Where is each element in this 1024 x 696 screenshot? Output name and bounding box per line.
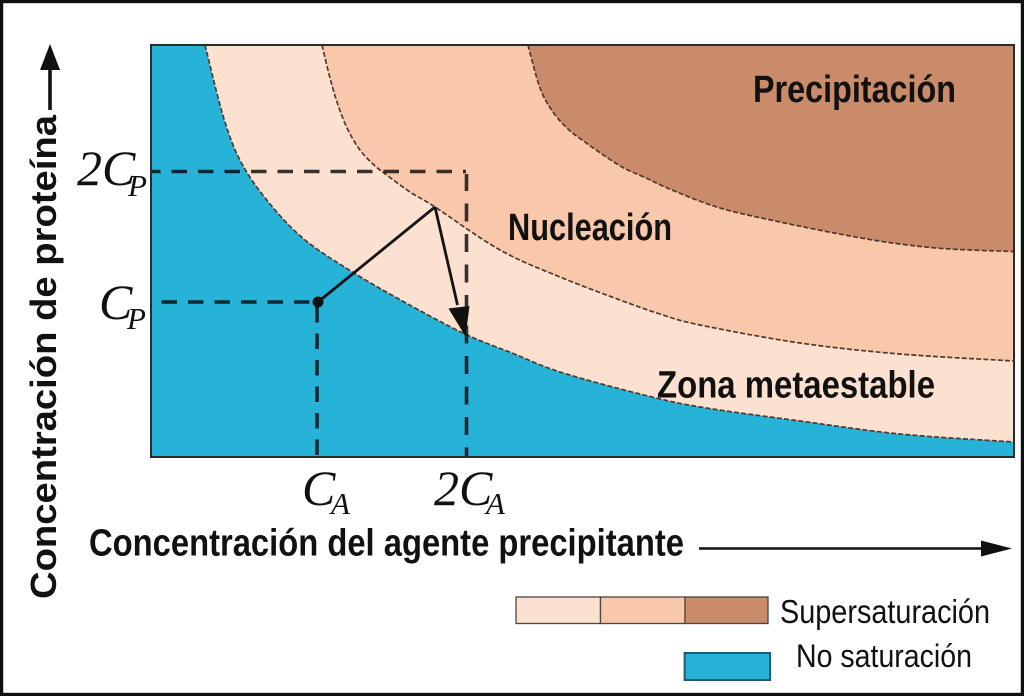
svg-text:Nucleación: Nucleación [508, 207, 672, 249]
svg-text:A: A [329, 486, 351, 521]
svg-text:Precipitación: Precipitación [753, 69, 956, 111]
svg-text:C: C [302, 460, 336, 516]
svg-text:P: P [127, 168, 147, 203]
svg-text:2C: 2C [77, 140, 136, 196]
svg-text:P: P [126, 301, 146, 336]
svg-text:Supersaturación: Supersaturación [780, 593, 990, 630]
svg-text:Concentración de proteína: Concentración de proteína [23, 114, 64, 599]
svg-text:Concentración del agente preci: Concentración del agente precipitante [89, 523, 684, 565]
svg-text:C: C [99, 274, 133, 330]
svg-text:Zona metaestable: Zona metaestable [657, 365, 935, 407]
svg-text:A: A [484, 486, 506, 521]
svg-text:No saturación: No saturación [796, 638, 972, 674]
svg-text:2C: 2C [434, 460, 493, 516]
